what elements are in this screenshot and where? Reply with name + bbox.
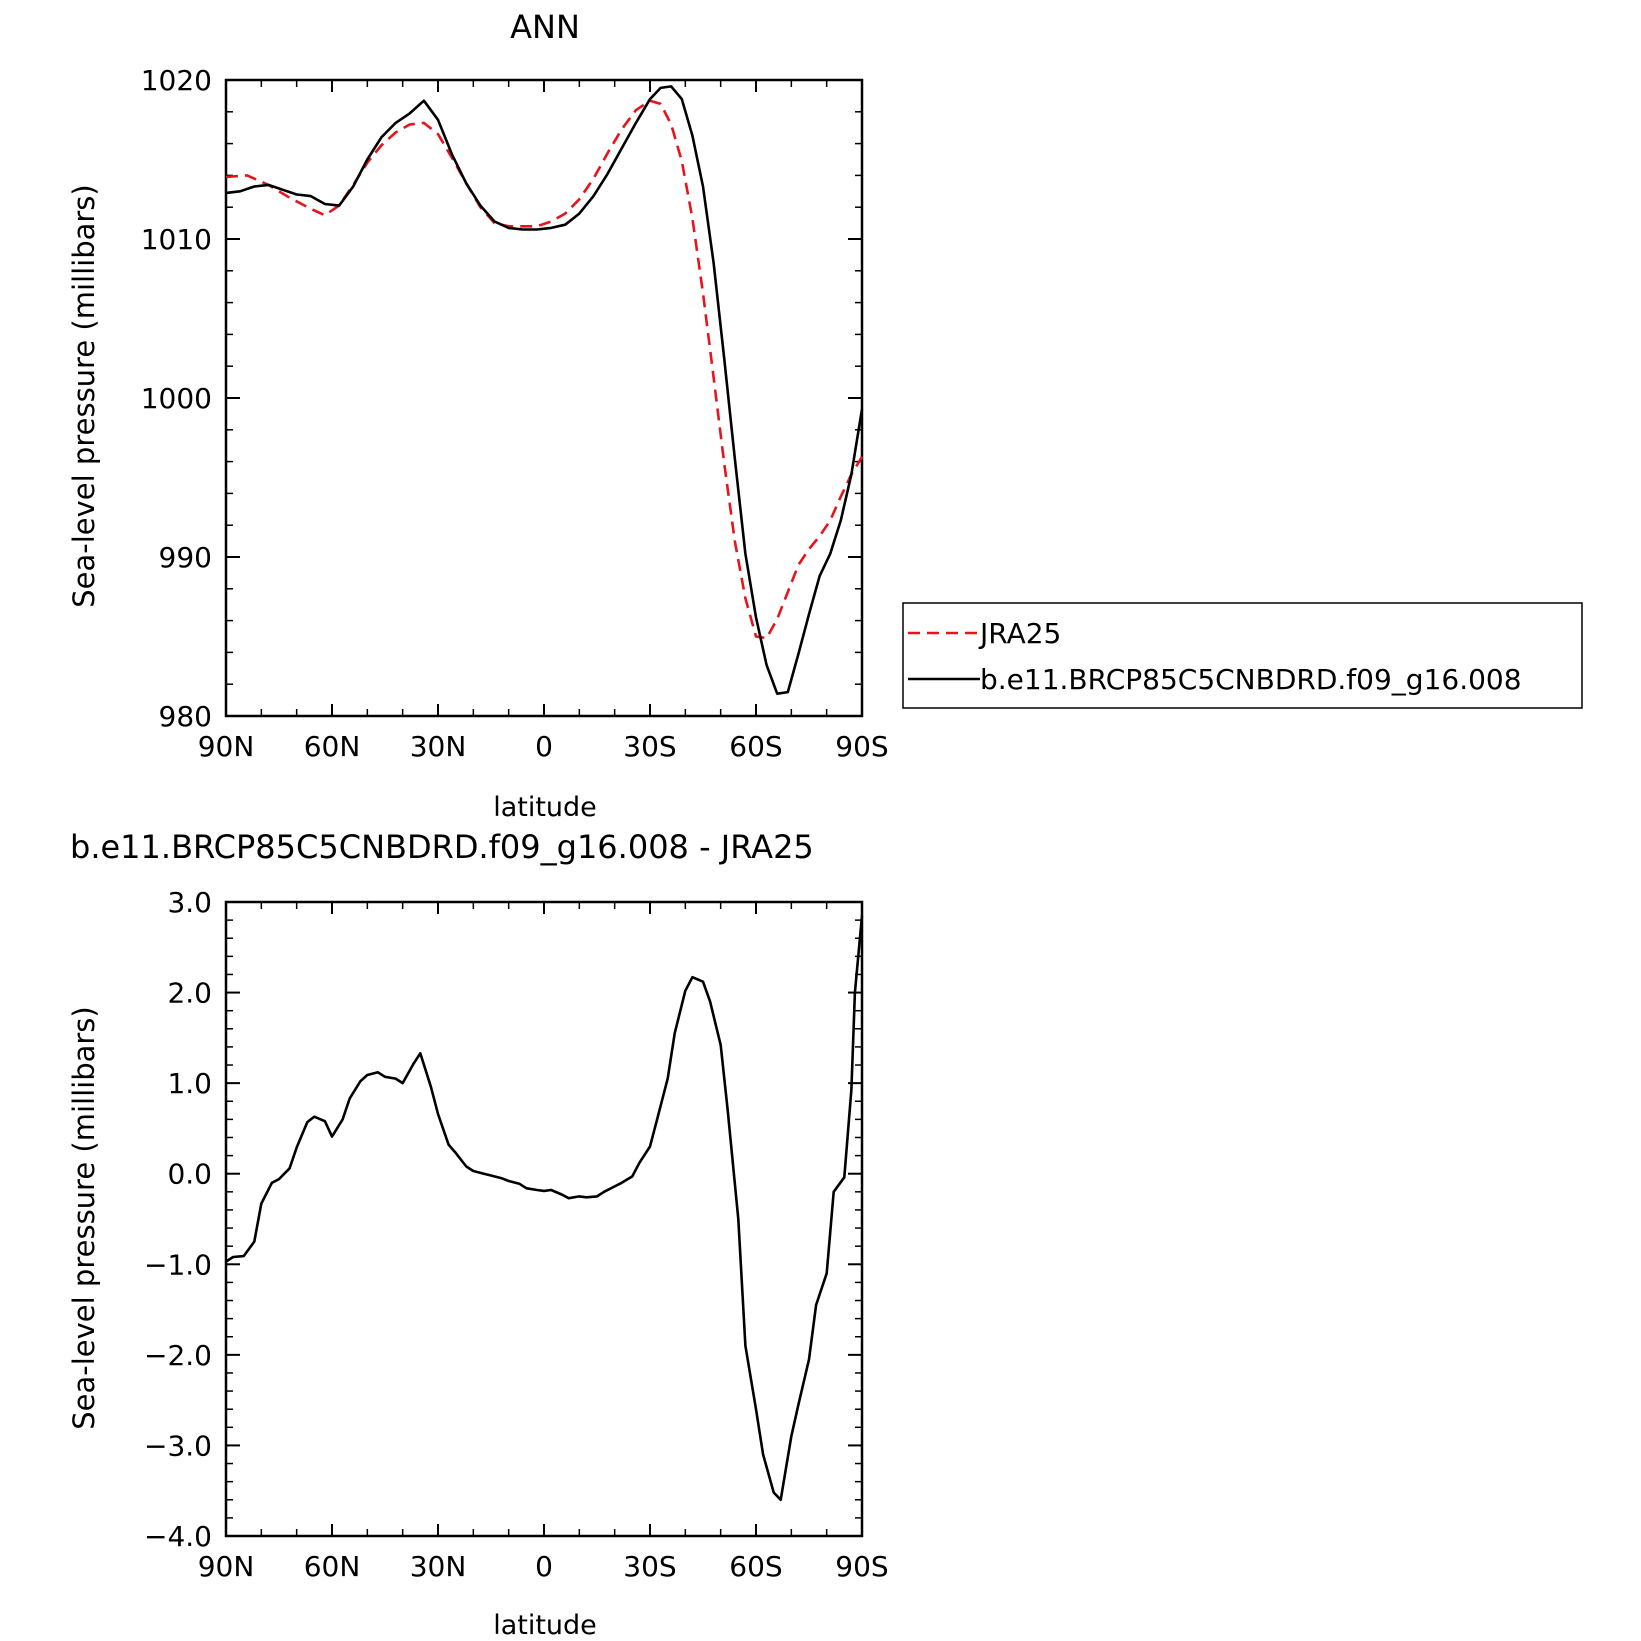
x-tick-label: 30S: [623, 730, 676, 763]
series-line-0: [225, 915, 864, 1502]
plot-frame: [224, 900, 864, 1538]
y-tick-label: 1020: [141, 64, 212, 97]
series-line-1: [225, 85, 864, 696]
x-axis-label: latitude: [493, 1610, 597, 1641]
x-tick-label: 30N: [410, 730, 467, 763]
x-tick-label: 0: [535, 1550, 553, 1583]
panel-mean-slp: ANN 90N 60N 30N 0 30S 60S 90S 980 990 1000 1010 102…: [67, 8, 889, 823]
y-tick-label: 1.0: [167, 1067, 212, 1100]
x-tick-label: 30N: [410, 1550, 467, 1583]
y-axis-label: Sea-level pressure (millibars): [67, 184, 101, 607]
legend-label-jra25: JRA25: [978, 617, 1061, 650]
chart-title: ANN: [510, 8, 580, 46]
y-axis-label: Sea-level pressure (millibars): [67, 1006, 101, 1429]
y-tick-label: −4.0: [144, 1520, 212, 1553]
y-tick-label: 0.0: [167, 1158, 212, 1191]
panel-difference: b.e11.BRCP85C5CNBDRD.f09_g16.008 - JRA25…: [67, 828, 889, 1641]
x-tick-label: 60N: [304, 1550, 361, 1583]
chart-title: b.e11.BRCP85C5CNBDRD.f09_g16.008 - JRA25: [70, 828, 814, 866]
x-tick-label: 90N: [198, 1550, 255, 1583]
series-line-0: [225, 99, 864, 640]
x-tick-label: 60S: [729, 730, 782, 763]
y-tick-label: 3.0: [167, 886, 212, 919]
x-tick-label: 60S: [729, 1550, 782, 1583]
legend-label-model: b.e11.BRCP85C5CNBDRD.f09_g16.008: [980, 663, 1522, 696]
y-tick-label: −3.0: [144, 1429, 212, 1462]
plot-frame: [224, 78, 864, 718]
x-tick-label: 90N: [198, 730, 255, 763]
x-tick-label: 90S: [835, 1550, 888, 1583]
y-tick-label: 2.0: [167, 977, 212, 1010]
y-tick-label: −1.0: [144, 1248, 212, 1281]
plot-area: 90N 60N 30N 0 30S 60S 90S 980 990 1000 1010 1020: [141, 64, 889, 763]
y-tick-label: 1010: [141, 223, 212, 256]
y-tick-label: 1000: [141, 382, 212, 415]
y-tick-label: 980: [159, 700, 212, 733]
legend-box: [902, 602, 1583, 709]
x-tick-label: 0: [535, 730, 553, 763]
x-tick-label: 30S: [623, 1550, 676, 1583]
x-tick-label: 90S: [835, 730, 888, 763]
y-tick-label: −2.0: [144, 1339, 212, 1372]
plot-area: 90N 60N 30N 0 30S 60S 90S −4.0 −3.0 −2.0 −1.0 0.0 1.…: [144, 886, 889, 1583]
x-tick-label: 60N: [304, 730, 361, 763]
legend: JRA25 b.e11.BRCP85C5CNBDRD.f09_g16.008: [902, 602, 1583, 709]
x-axis-label: latitude: [493, 792, 597, 823]
y-tick-label: 990: [159, 541, 212, 574]
